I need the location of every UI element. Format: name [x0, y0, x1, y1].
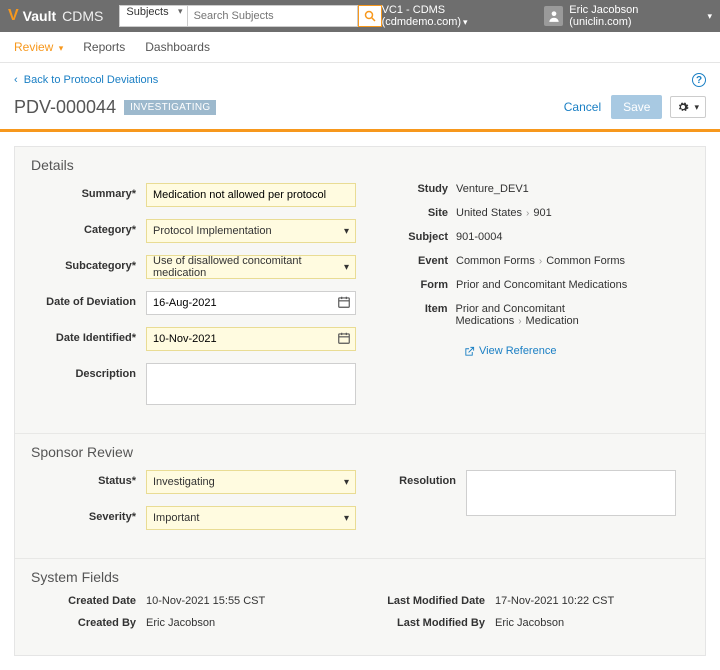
record-id: PDV-000044 [14, 97, 116, 118]
label-modified-by: Last Modified By [380, 617, 495, 629]
calendar-icon[interactable] [337, 331, 351, 345]
date-identified-input[interactable] [146, 327, 356, 351]
gear-icon [677, 101, 689, 113]
nav-tabs: Review ▾ Reports Dashboards [0, 32, 720, 63]
user-icon [547, 9, 561, 23]
label-item: Item [396, 303, 456, 327]
search-button[interactable] [358, 5, 382, 27]
value-form: Prior and Concomitant Medications [456, 279, 627, 291]
value-event: Common Forms›Common Forms [456, 255, 625, 267]
external-link-icon [464, 346, 475, 357]
chevron-down-icon: ▾ [463, 17, 468, 27]
section-title-details: Details [31, 157, 689, 173]
value-site: United States›901 [456, 207, 552, 219]
environment-selector[interactable]: VC1 - CDMS (cdmdemo.com)▾ [382, 4, 530, 28]
label-date-identified: Date Identified [31, 327, 146, 344]
section-title-system: System Fields [31, 569, 689, 585]
label-subcategory: Subcategory [31, 255, 146, 272]
avatar [544, 6, 563, 26]
severity-select[interactable]: Important [146, 506, 356, 530]
main-panel: Details Summary Category Protocol Implem… [14, 146, 706, 656]
value-subject: 901-0004 [456, 231, 503, 243]
label-modified-date: Last Modified Date [380, 595, 495, 607]
label-category: Category [31, 219, 146, 236]
section-sponsor-review: Sponsor Review Status Investigating Seve… [15, 434, 705, 559]
logo-vault-text: Vault [23, 8, 56, 24]
label-study: Study [396, 183, 456, 195]
label-site: Site [396, 207, 456, 219]
value-created-date: 10-Nov-2021 15:55 CST [146, 595, 265, 607]
chevron-down-icon: ▾ [694, 102, 699, 113]
chevron-down-icon: ▾ [707, 11, 712, 22]
label-form: Form [396, 279, 456, 291]
date-deviation-input[interactable] [146, 291, 356, 315]
app-logo: V Vault CDMS [8, 7, 103, 25]
section-details: Details Summary Category Protocol Implem… [15, 147, 705, 434]
cancel-button[interactable]: Cancel [564, 100, 601, 114]
user-menu[interactable]: Eric Jacobson (uniclin.com) ▾ [544, 4, 712, 28]
logo-cdms-text: CDMS [62, 8, 103, 24]
label-summary: Summary [31, 183, 146, 200]
value-item: Prior and Concomitant Medications›Medica… [456, 303, 690, 327]
summary-input[interactable] [146, 183, 356, 207]
user-name: Eric Jacobson (uniclin.com) [569, 4, 699, 28]
label-description: Description [31, 363, 146, 380]
search-scope-select[interactable]: Subjects [119, 5, 187, 27]
value-modified-date: 17-Nov-2021 10:22 CST [495, 595, 614, 607]
label-date-deviation: Date of Deviation [31, 291, 146, 308]
section-title-sponsor: Sponsor Review [31, 444, 689, 460]
subcategory-select[interactable]: Use of disallowed concomitant medication [146, 255, 356, 279]
search-input[interactable] [188, 5, 358, 27]
value-created-by: Eric Jacobson [146, 617, 215, 629]
status-select[interactable]: Investigating [146, 470, 356, 494]
label-created-by: Created By [31, 617, 146, 629]
logo-mark: V [8, 7, 19, 25]
title-bar: PDV-000044 INVESTIGATING Cancel Save ▾ [0, 91, 720, 132]
chevron-down-icon: ▾ [59, 43, 64, 53]
back-link[interactable]: ‹ Back to Protocol Deviations [14, 74, 158, 86]
label-status: Status [31, 470, 146, 487]
resolution-textarea[interactable] [466, 470, 676, 516]
description-textarea[interactable] [146, 363, 356, 405]
calendar-icon[interactable] [337, 295, 351, 309]
tab-dashboards[interactable]: Dashboards [145, 40, 210, 54]
label-created-date: Created Date [31, 595, 146, 607]
category-select[interactable]: Protocol Implementation [146, 219, 356, 243]
label-event: Event [396, 255, 456, 267]
view-reference-link[interactable]: View Reference [464, 345, 556, 357]
status-badge: INVESTIGATING [124, 100, 216, 115]
section-system-fields: System Fields Created Date10-Nov-2021 15… [15, 559, 705, 655]
search-group: Subjects [119, 5, 381, 27]
tab-reports[interactable]: Reports [83, 40, 125, 54]
help-icon[interactable]: ? [692, 73, 706, 87]
label-resolution: Resolution [396, 470, 466, 487]
top-header: V Vault CDMS Subjects VC1 - CDMS (cdmdem… [0, 0, 720, 32]
save-button[interactable]: Save [611, 95, 662, 119]
label-subject: Subject [396, 231, 456, 243]
actions-menu-button[interactable]: ▾ [670, 96, 706, 118]
value-study: Venture_DEV1 [456, 183, 529, 195]
search-icon [364, 10, 376, 22]
label-severity: Severity [31, 506, 146, 523]
tab-review[interactable]: Review ▾ [14, 40, 63, 54]
value-modified-by: Eric Jacobson [495, 617, 564, 629]
